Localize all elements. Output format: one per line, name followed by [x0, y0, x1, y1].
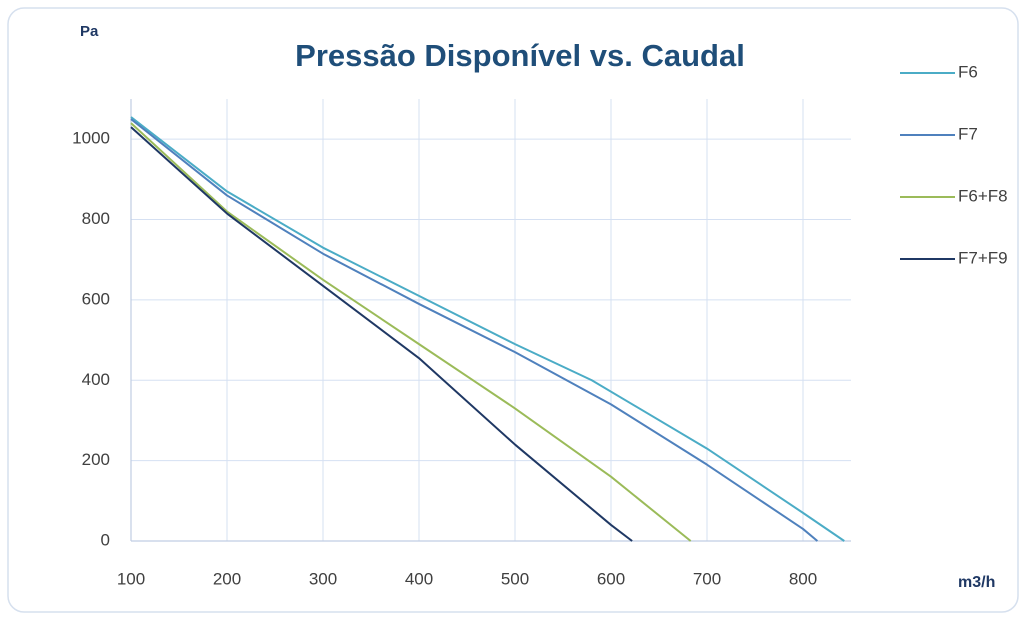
chart-title: Pressão Disponível vs. Caudal: [295, 38, 745, 73]
series-line: [130, 122, 692, 542]
x-tick-label: 500: [501, 569, 529, 588]
x-tick-label: 300: [309, 569, 337, 588]
series-line: [130, 116, 845, 542]
series-line: [130, 118, 819, 542]
legend: F6 F7 F6+F8 F7+F9: [900, 62, 1008, 267]
legend-label: F7+F9: [958, 248, 1008, 267]
y-axis-label: Pa: [80, 23, 99, 40]
y-tick-label: 1000: [72, 129, 110, 148]
grid: 0 200 400 600 800 1000 100 200 300 400 500 600 700 80…: [72, 99, 851, 588]
x-tick-label: 600: [597, 569, 625, 588]
y-tick-label: 200: [82, 450, 110, 469]
x-tick-label: 100: [117, 569, 145, 588]
x-tick-label: 200: [213, 569, 241, 588]
y-tick-label: 0: [101, 530, 110, 549]
plot-lines: [130, 116, 845, 542]
chart-frame: [7, 7, 1019, 613]
series-line: [130, 126, 633, 542]
y-tick-label: 800: [82, 209, 110, 228]
x-tick-label: 400: [405, 569, 433, 588]
legend-label: F7: [958, 124, 978, 143]
y-tick-label: 400: [82, 370, 110, 389]
x-axis-label: m3/h: [958, 574, 995, 591]
legend-label: F6+F8: [958, 186, 1008, 205]
legend-label: F6: [958, 62, 978, 81]
y-tick-label: 600: [82, 289, 110, 308]
x-tick-label: 700: [693, 569, 721, 588]
x-tick-label: 800: [789, 569, 817, 588]
